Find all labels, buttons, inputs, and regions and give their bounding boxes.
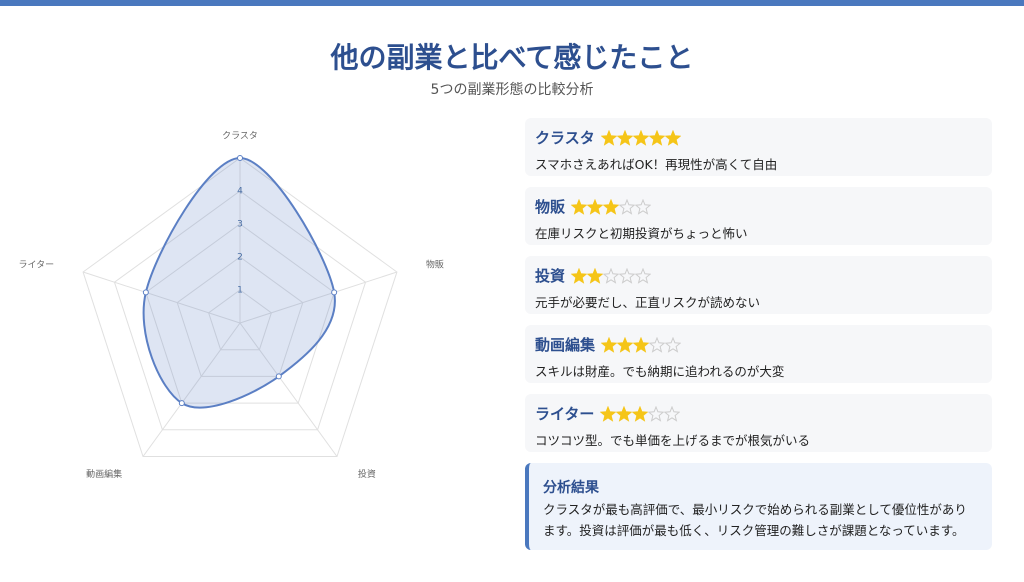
spoke — [239, 322, 338, 457]
card-header: ライター — [535, 403, 982, 424]
star — [619, 198, 636, 215]
star — [571, 267, 588, 284]
top-bar — [0, 0, 1024, 6]
star — [648, 405, 665, 422]
card: クラスタスマホさえあればOK！再現性が高くて自由 — [525, 118, 992, 176]
star-rating — [600, 405, 681, 422]
star — [635, 198, 652, 215]
star — [600, 129, 617, 146]
star — [601, 336, 618, 353]
card-title: ライター — [535, 405, 595, 423]
card-header: 投資 — [535, 265, 982, 286]
spoke — [142, 322, 241, 457]
category-label: 物販 — [426, 259, 444, 271]
card-list: クラスタスマホさえあればOK！再現性が高くて自由 物販在庫リスクと初期投資がちょっ… — [525, 118, 992, 463]
category-label: 投資 — [358, 468, 376, 480]
data-point — [275, 373, 282, 380]
grid-ring — [82, 157, 398, 457]
grid-ring — [145, 223, 335, 404]
star — [587, 198, 604, 215]
star — [619, 267, 636, 284]
card-title: 投資 — [535, 267, 566, 285]
star — [649, 336, 666, 353]
star — [600, 405, 617, 422]
r-tick-label: 2 — [237, 253, 243, 263]
spoke — [82, 271, 241, 324]
star-rating — [600, 129, 681, 146]
star — [648, 129, 665, 146]
subtitle: 5つの副業形態の比較分析 — [430, 82, 594, 98]
card-description: コツコツ型。でも単価を上げるまでが根気がいる — [535, 433, 811, 448]
card-header: 物販 — [535, 196, 982, 217]
star — [617, 336, 634, 353]
card-description: スマホさえあればOK！再現性が高くて自由 — [535, 157, 778, 172]
data-point — [237, 155, 243, 161]
star — [587, 267, 604, 284]
star-rating — [601, 336, 682, 353]
card-title: 物販 — [535, 198, 566, 216]
star-rating — [571, 267, 652, 284]
star — [603, 198, 620, 215]
star — [633, 336, 650, 353]
summary-box: 分析結果 クラスタが最も高評価で、最小リスクで始められる副業として優位性がありま… — [525, 463, 992, 550]
r-tick-label: 1 — [237, 286, 243, 296]
star — [632, 405, 649, 422]
card-description: スキルは財産。でも納期に追われるのが大変 — [535, 364, 785, 379]
card: 物販在庫リスクと初期投資がちょっと怖い — [525, 187, 992, 245]
card: ライターコツコツ型。でも単価を上げるまでが根気がいる — [525, 394, 992, 452]
star — [664, 405, 681, 422]
star — [635, 267, 652, 284]
summary-text: クラスタが最も高評価で、最小リスクで始められる副業として優位性があります。投資は… — [543, 502, 967, 538]
data-point — [331, 289, 338, 296]
star-rating — [571, 198, 652, 215]
card: 投資元手が必要だし、正直リスクが読めない — [525, 256, 992, 314]
card-header: 動画編集 — [535, 334, 982, 355]
star — [632, 129, 649, 146]
star — [616, 129, 633, 146]
star — [665, 336, 682, 353]
grid-ring — [113, 190, 367, 431]
title: 他の副業と比べて感じたこと — [330, 41, 694, 74]
category-label: 動画編集 — [86, 468, 122, 480]
star — [616, 405, 633, 422]
radar-area — [142, 156, 336, 409]
data-point — [178, 400, 185, 407]
category-label: クラスタ — [222, 131, 258, 142]
grid-ring — [208, 289, 272, 351]
card-description: 在庫リスクと初期投資がちょっと怖い — [535, 226, 748, 241]
summary-title: 分析結果 — [543, 480, 599, 496]
grid-ring — [176, 256, 304, 377]
card-title: 動画編集 — [535, 336, 596, 354]
card-description: 元手が必要だし、正直リスクが読めない — [535, 295, 761, 310]
r-tick-label: 3 — [237, 220, 243, 230]
spoke — [239, 271, 398, 324]
card-title: クラスタ — [535, 129, 595, 147]
card: 動画編集スキルは財産。でも納期に追われるのが大変 — [525, 325, 992, 383]
category-label: ライター — [19, 260, 55, 271]
r-tick-label: 4 — [237, 187, 243, 197]
star — [664, 129, 681, 146]
star — [603, 267, 620, 284]
data-point — [142, 289, 149, 296]
star — [571, 198, 588, 215]
card-header: クラスタ — [535, 127, 982, 148]
